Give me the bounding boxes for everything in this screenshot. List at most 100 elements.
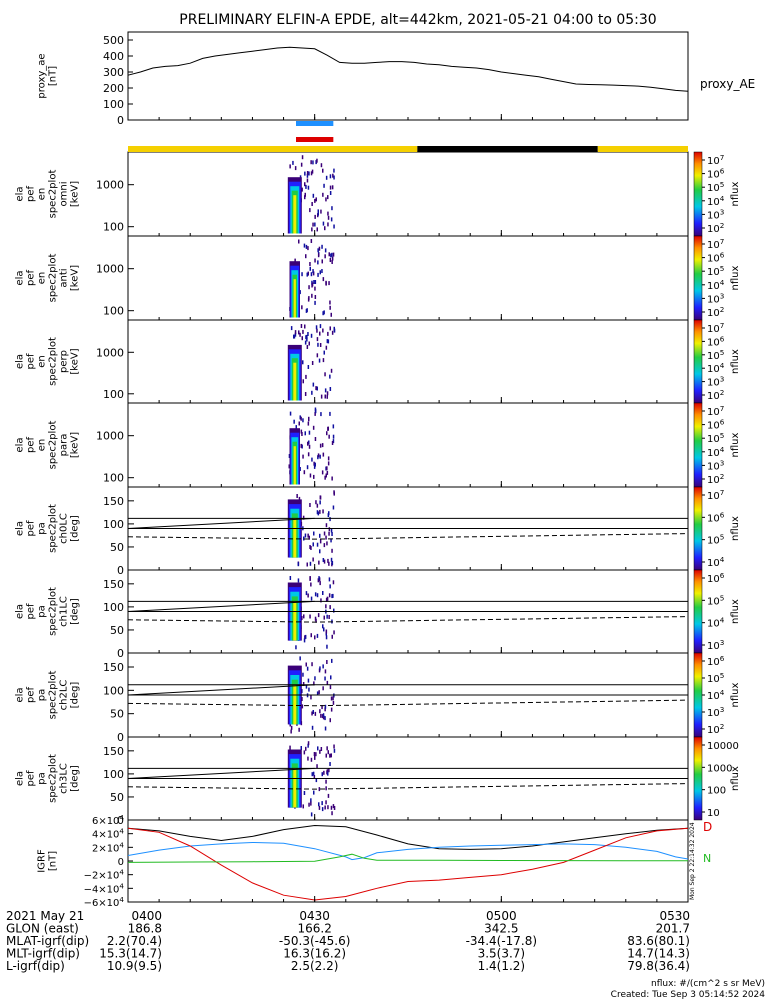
y-axis-label: [deg] (70, 515, 81, 542)
colorbar-tick-label: 105 (707, 593, 724, 607)
spectrum-pixel (328, 527, 331, 532)
spectrum-pixel (320, 209, 322, 214)
igrf-line-black (127, 824, 689, 850)
spectrum-pixel (326, 470, 329, 475)
spectrum-pixel (324, 707, 326, 712)
spectrum-pixel (300, 416, 302, 421)
spectrum-pixel (322, 713, 325, 718)
spectrum-pixel (302, 682, 305, 686)
spectrum-pixel (318, 246, 321, 251)
spectrum-pixel (318, 805, 321, 810)
spectrum-pixel (324, 805, 326, 810)
spectrum-core (293, 684, 297, 725)
colorbar (693, 652, 703, 738)
spectrum-pixel (327, 771, 329, 776)
y-axis-label: ela (15, 186, 26, 201)
spectrum-core (293, 362, 297, 401)
spectrum-pixel (324, 704, 327, 709)
spectrum-pixel (313, 461, 315, 466)
spectrum-pixel (329, 411, 331, 416)
y-axis-label: ela (15, 270, 26, 285)
spectrum-pixel (303, 791, 306, 795)
spectrum-pixel (321, 714, 324, 719)
spectrum-pixel (303, 638, 306, 643)
spectrum-pixel (333, 490, 335, 495)
spectrum-pixel (323, 627, 325, 632)
colorbar (693, 151, 703, 237)
spectrum-pixel (330, 696, 333, 701)
colorbar-tick-label: 106 (707, 251, 725, 265)
spectrum-pixel (313, 474, 315, 479)
y-tick-label: 200 (103, 82, 124, 95)
loss-cone-line (127, 767, 315, 779)
spectrum-pixel (331, 206, 333, 211)
science-zone-bar-red (296, 137, 334, 142)
table-cell: -50.3(-45.6) (279, 934, 350, 948)
spectrum-pixel (327, 558, 329, 563)
y-tick-label: 0 (117, 114, 124, 127)
spectrum-pixel (319, 331, 321, 336)
spectrum-pixel (322, 168, 324, 173)
spectrum-pixel (294, 258, 296, 263)
spectrum-pixel (333, 630, 335, 635)
spectrum-pixel (309, 473, 312, 478)
spectrum-pixel (313, 775, 316, 779)
y-axis-label: pef (26, 770, 37, 787)
panel-igrf: IGRF [nT]6×1044×1042×1040−2×104−4×104−6×1… (37, 813, 713, 909)
spectrum-pixel (325, 635, 328, 640)
spectrum-pixel (332, 580, 335, 585)
spectrum-pixel (320, 412, 322, 417)
igrf-line-blue (127, 841, 689, 861)
spectrum-pixel (326, 660, 328, 664)
spectrum-pixel (314, 214, 316, 219)
y-axis-label: spec2plot (48, 587, 59, 636)
spectrum-pixel (328, 615, 330, 619)
colorbar-tick-label: 107 (707, 321, 724, 335)
spectrum-pixel (311, 202, 313, 206)
y-tick-label: −2×104 (84, 868, 125, 882)
colorbar-tick-label: 100 (707, 786, 726, 797)
spectrum-pixel (329, 185, 332, 190)
y-tick-label: 100 (103, 518, 124, 531)
spectrum-pixel (320, 598, 322, 603)
spectrum-pixel (326, 394, 328, 399)
spectrum-pixel (315, 386, 317, 391)
colorbar-tick-label: 103 (707, 458, 724, 472)
spectrum-pixel (311, 457, 313, 462)
spectrum-pixel (309, 262, 311, 266)
table-cell: 3.5(3.7) (478, 947, 526, 961)
y-tick-label: −4×104 (84, 881, 125, 895)
spectrum-pixel (321, 244, 323, 249)
spectrum-pixel (307, 441, 309, 446)
spectrum-pixel (322, 221, 325, 226)
colorbar-tick-label: 103 (707, 207, 724, 221)
spectrum-pixel (311, 361, 314, 365)
spectrum-pixel (303, 536, 305, 541)
spectrum-pixel (329, 753, 331, 758)
spectrum-pixel (307, 271, 309, 276)
spectrum-pixel (325, 175, 328, 180)
spectrum-pixel (332, 434, 335, 439)
y-tick-label: 50 (110, 791, 124, 804)
spectrum-pixel (329, 387, 332, 391)
y-tick-label: 100 (103, 601, 124, 614)
y-tick-label: 1000 (96, 263, 124, 276)
colorbar-tick-label: 106 (707, 571, 725, 585)
y-axis-label: en (37, 188, 48, 201)
spectrum-pixel (327, 793, 330, 798)
spectrum-pixel (312, 269, 314, 274)
spectrum-pixel (324, 372, 326, 377)
colorbar-tick-label: 106 (707, 654, 725, 668)
spectrum-pixel (295, 425, 297, 430)
spectrum-pixel (325, 629, 328, 634)
spectrum-pixel (301, 155, 304, 160)
spectrum-pixel (332, 424, 335, 429)
y-tick-label: 0 (117, 731, 124, 744)
spectrum-pixel (316, 158, 318, 163)
spectrum-pixel (316, 764, 318, 769)
colorbar (693, 736, 703, 821)
spectrum-pixel (331, 548, 333, 553)
spectrum-pixel (325, 466, 327, 471)
spectrum-pixel (324, 388, 327, 393)
